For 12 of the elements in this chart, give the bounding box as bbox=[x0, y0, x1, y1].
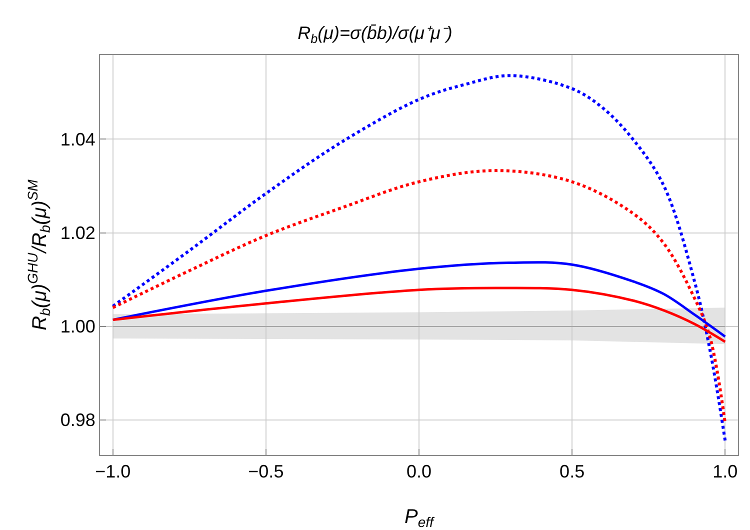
y-tick-label: 1.04 bbox=[60, 130, 96, 150]
y-tick-label: 1.02 bbox=[60, 223, 96, 244]
x-tick-label: 0.0 bbox=[406, 462, 432, 482]
chart-title: R$_{b}$(μ)=σ(b̄b)/σ(μ⁺μ⁻) bbox=[298, 23, 452, 46]
x-tick-label: −0.5 bbox=[248, 462, 284, 482]
y-tick-label: 1.00 bbox=[60, 316, 96, 337]
x-tick-label: −1.0 bbox=[95, 462, 131, 482]
x-tick-label: 1.0 bbox=[712, 462, 738, 482]
x-axis-title: P$_{eff}$ bbox=[404, 506, 436, 530]
line-series bbox=[111, 74, 727, 442]
y-tick-label: 0.98 bbox=[60, 410, 96, 430]
x-tick-label: 0.5 bbox=[560, 462, 585, 482]
